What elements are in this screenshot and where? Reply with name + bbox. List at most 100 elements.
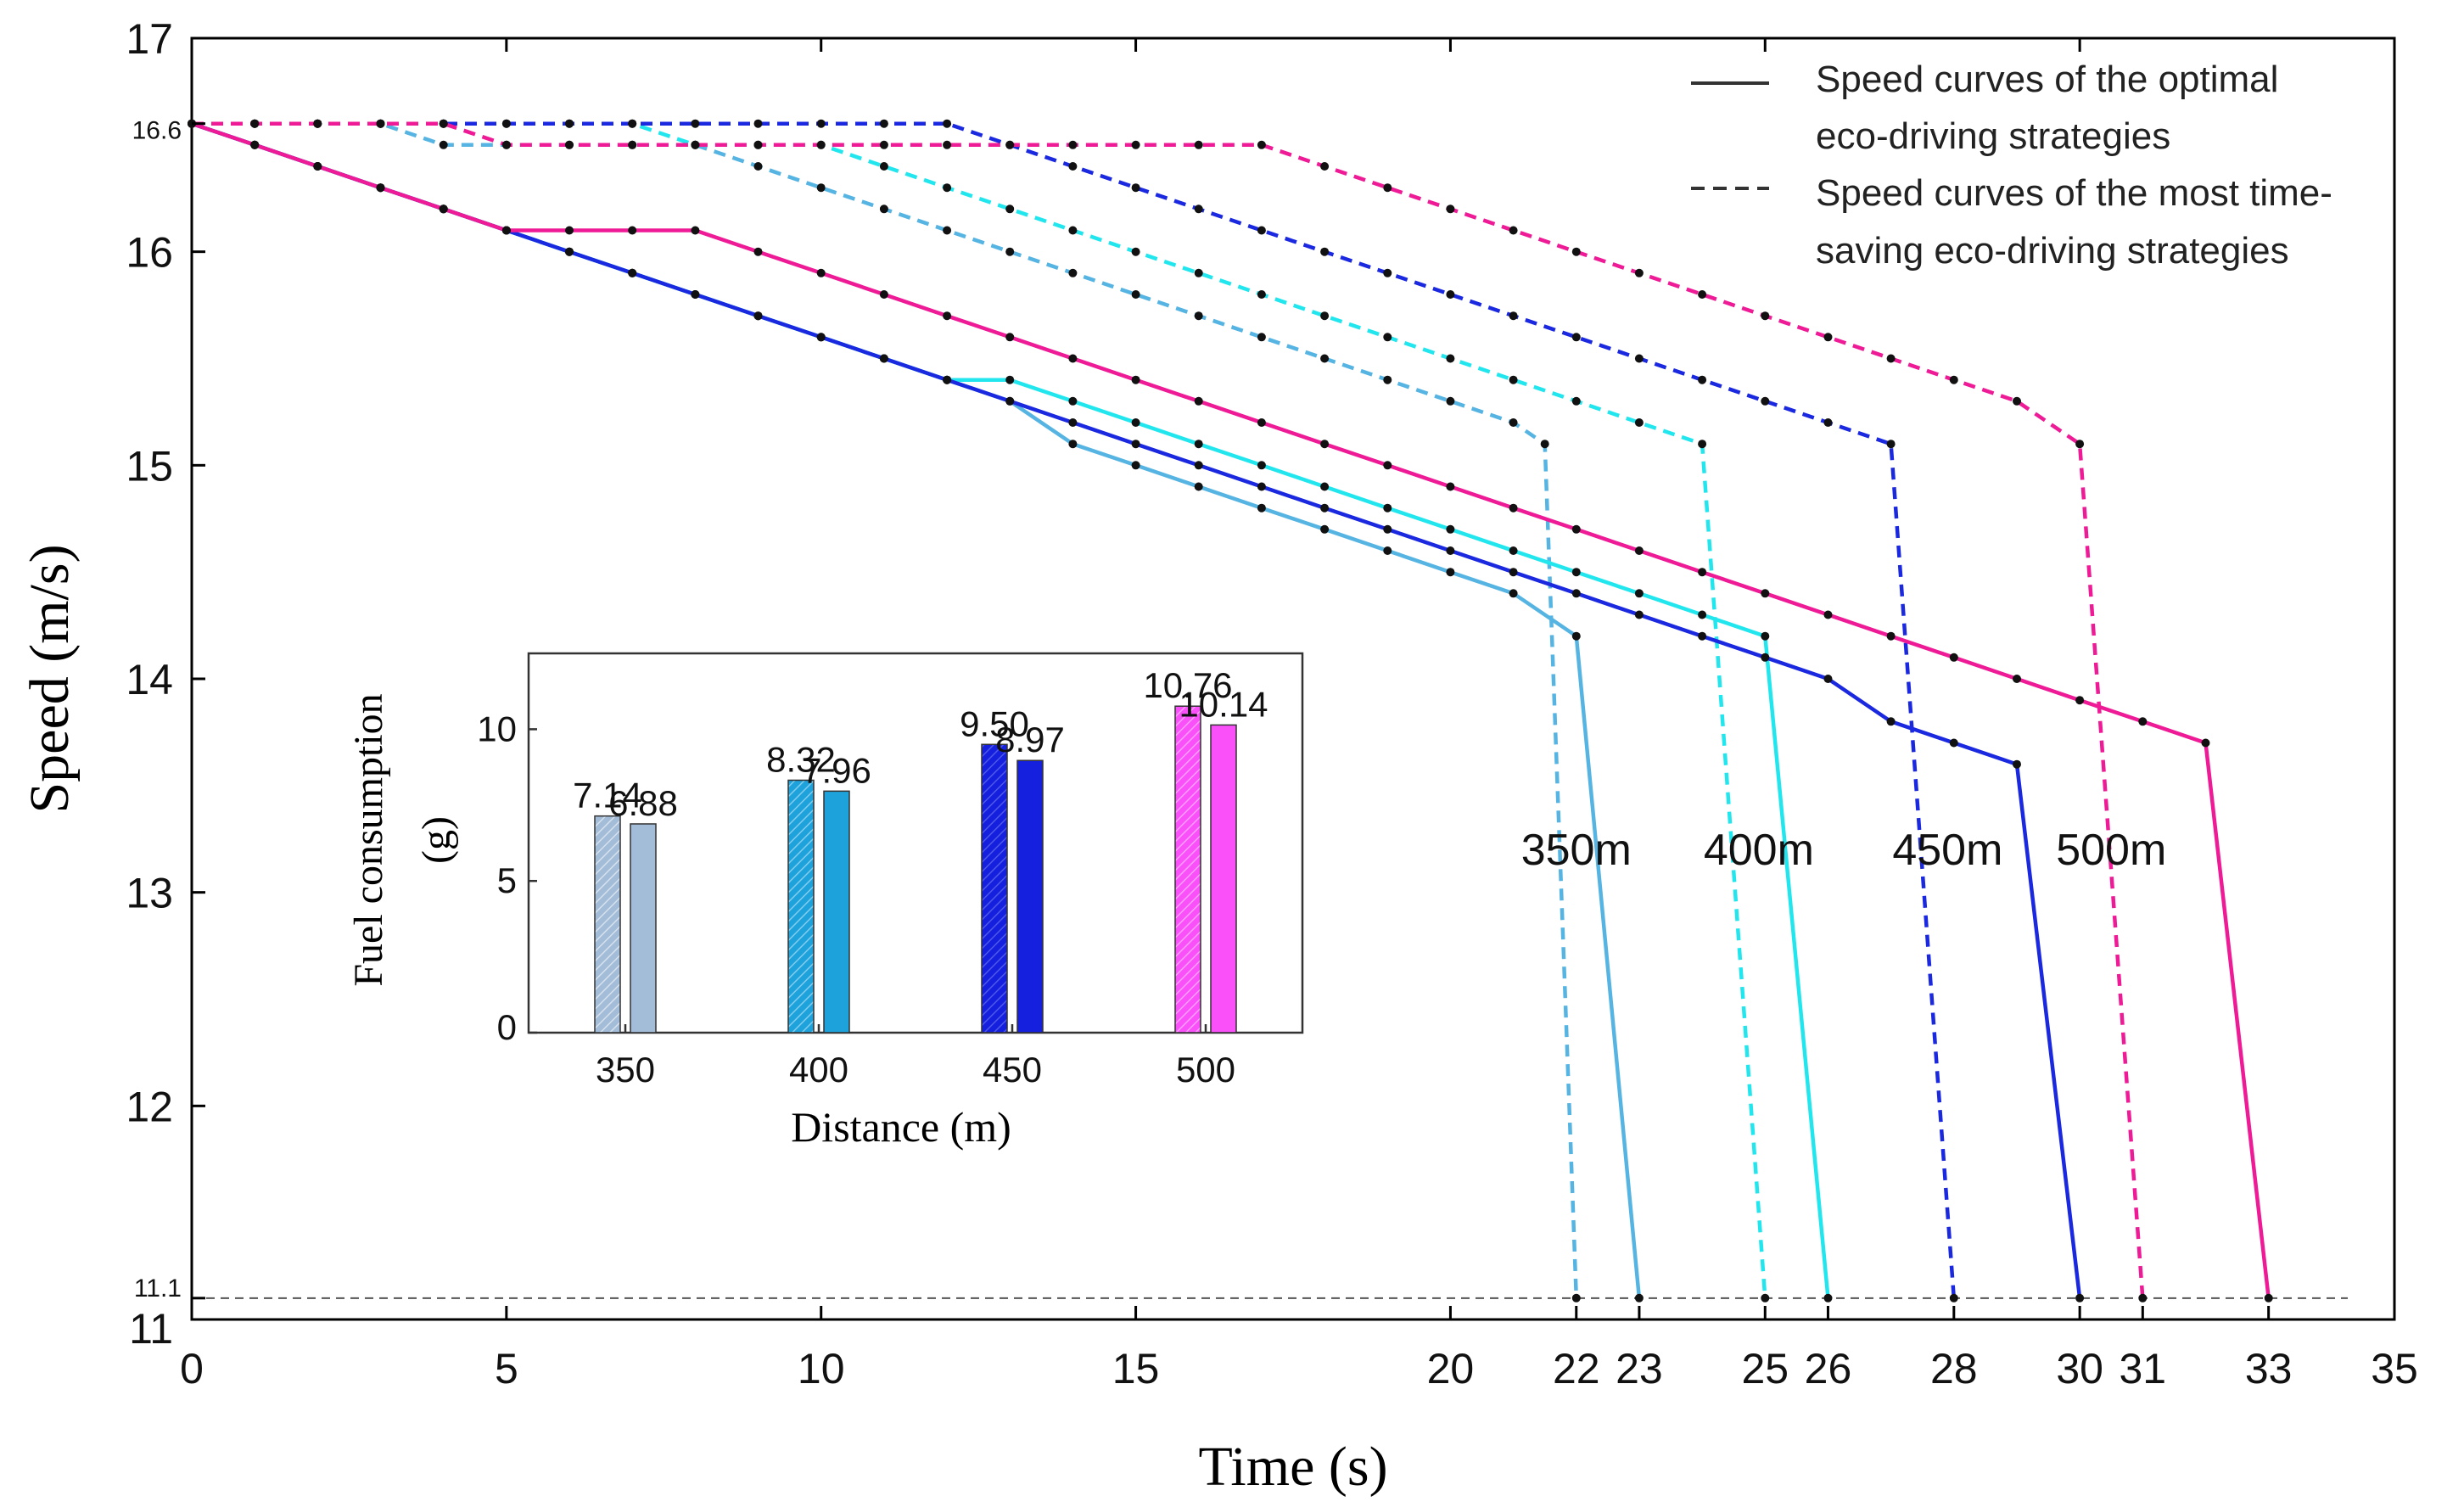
series-point-350m-most-time-saving-23 — [1571, 1293, 1581, 1303]
x-tick-label-20: 20 — [1427, 1345, 1475, 1392]
series-point-450m-most-time-saving-6 — [565, 119, 574, 128]
series-point-400m-optimal-24 — [1698, 610, 1707, 619]
inset-bar-label-450-optimal: 8.97 — [995, 720, 1065, 759]
series-point-350m-most-time-saving-20 — [1446, 396, 1455, 406]
series-point-350m-most-time-saving-18 — [1320, 354, 1330, 363]
series-point-500m-optimal-13 — [1005, 333, 1015, 342]
inset-y-axis-label-line2: (g) — [414, 816, 459, 864]
series-point-500m-optimal-1 — [250, 140, 260, 149]
series-point-500m-most-time-saving-24 — [1698, 290, 1707, 299]
inset-y-ticks: 0 5 10 — [477, 709, 537, 1047]
series-point-450m-most-time-saving-22 — [1571, 333, 1581, 342]
series-point-500m-most-time-saving-22 — [1571, 247, 1581, 256]
series-point-450m-optimal-13 — [1005, 396, 1015, 406]
series-point-450m-most-time-saving-7 — [628, 119, 637, 128]
y-tick-label-11-1: 11.1 — [134, 1275, 182, 1303]
series-point-400m-optimal-15 — [1131, 418, 1140, 427]
series-point-400m-optimal-23 — [1634, 589, 1644, 598]
inset-bar-350-most-time-saving — [594, 815, 621, 1034]
series-point-500m-optimal-24 — [1698, 568, 1707, 577]
inset-bar-label-400-optimal: 7.96 — [802, 750, 871, 790]
inset-y-axis-label-line1: Fuel consumption — [346, 693, 391, 986]
series-point-450m-most-time-saving-28 — [1949, 1293, 1958, 1303]
series-point-400m-most-time-saving-16 — [1194, 268, 1203, 277]
series-point-500m-most-time-saving-16 — [1194, 140, 1203, 149]
series-point-500m-most-time-saving-25 — [1761, 311, 1770, 321]
series-point-500m-optimal-28 — [1949, 653, 1958, 662]
series-point-450m-optimal-21 — [1509, 568, 1518, 577]
series-point-450m-optimal-20 — [1446, 546, 1455, 555]
series-point-450m-optimal-25 — [1761, 653, 1770, 662]
series-point-400m-optimal-26 — [1823, 1293, 1833, 1303]
series-point-500m-most-time-saving-21 — [1509, 226, 1518, 235]
inset-bar-500-most-time-saving — [1174, 705, 1201, 1034]
series-point-500m-optimal-30 — [2075, 696, 2085, 705]
series-point-500m-optimal-10 — [816, 268, 826, 277]
series-point-500m-most-time-saving-7 — [628, 140, 637, 149]
series-point-500m-optimal-23 — [1634, 546, 1644, 555]
inset-frame — [527, 652, 1304, 1034]
series-point-400m-optimal-19 — [1383, 503, 1392, 513]
series-point-500m-optimal-25 — [1761, 589, 1770, 598]
series-point-500m-most-time-saving-14 — [1068, 140, 1078, 149]
y-tick-label-12: 12 — [126, 1083, 173, 1130]
series-point-350m-optimal-21 — [1509, 589, 1518, 598]
y-tick-label-14: 14 — [126, 656, 173, 703]
series-point-400m-most-time-saving-11 — [879, 162, 888, 171]
inset-y-tick-label-5: 5 — [497, 860, 517, 900]
series-point-500m-optimal-21 — [1509, 503, 1518, 513]
series-point-500m-most-time-saving-9 — [753, 140, 763, 149]
inset-x-tick-label-400: 400 — [789, 1050, 848, 1090]
series-point-450m-most-time-saving-8 — [691, 119, 700, 128]
inset-bar-label-350-optimal: 6.88 — [608, 783, 678, 823]
series-point-350m-most-time-saving-16 — [1194, 311, 1203, 321]
inset-bar-label-450-most-time-saving: 9.50 — [960, 703, 1029, 743]
series-point-500m-optimal-20 — [1446, 482, 1455, 491]
x-tick-label-35: 35 — [2371, 1345, 2418, 1392]
series-line-500m-most-time-saving — [192, 121, 2145, 1298]
distance-labels: 350m 400m 450m 500m — [1521, 826, 2167, 875]
distance-label-400m: 400m — [1704, 826, 1814, 875]
series-point-500m-optimal-11 — [879, 290, 888, 299]
y-tick-label-11: 11 — [129, 1305, 173, 1353]
series-point-500m-optimal-6 — [565, 226, 574, 235]
series-point-350m-most-time-saving-9 — [753, 162, 763, 171]
x-tick-label-0: 0 — [180, 1345, 204, 1392]
series-point-500m-most-time-saving-3 — [376, 119, 385, 128]
series-point-450m-optimal-9 — [753, 311, 763, 321]
series-point-400m-optimal-14 — [1068, 396, 1078, 406]
distance-label-500m: 500m — [2056, 826, 2166, 875]
series-point-500m-most-time-saving-17 — [1257, 140, 1266, 149]
series-point-350m-optimal-20 — [1446, 568, 1455, 577]
y-tick-label-17: 17 — [126, 15, 173, 63]
series-point-500m-optimal-4 — [439, 204, 448, 214]
series-point-500m-most-time-saving-6 — [565, 140, 574, 149]
series-point-500m-optimal-14 — [1068, 354, 1078, 363]
series-point-500m-optimal-15 — [1131, 375, 1140, 384]
series-point-400m-optimal-18 — [1320, 482, 1330, 491]
legend-dashed-line2: saving eco-driving strategies — [1816, 230, 2289, 272]
series-point-450m-optimal-6 — [565, 247, 574, 256]
inset-bar-350-optimal — [630, 823, 657, 1034]
series-point-400m-optimal-22 — [1571, 568, 1581, 577]
series-point-350m-optimal-22 — [1571, 631, 1581, 641]
series-point-350m-optimal-19 — [1383, 546, 1392, 555]
series-point-500m-optimal-5 — [501, 226, 511, 235]
series-point-500m-most-time-saving-5 — [501, 140, 511, 149]
series-point-450m-optimal-18 — [1320, 503, 1330, 513]
series-point-450m-most-time-saving-14 — [1068, 162, 1078, 171]
inset-y-tick-label-0: 0 — [497, 1007, 517, 1047]
series-point-350m-most-time-saving-22 — [1540, 440, 1549, 449]
series-point-400m-optimal-20 — [1446, 524, 1455, 534]
inset-x-tick-label-350: 350 — [596, 1050, 655, 1090]
legend: Speed curves of the optimal eco-driving … — [1691, 59, 2332, 272]
x-tick-label-30: 30 — [2056, 1345, 2103, 1392]
series-point-500m-most-time-saving-12 — [943, 140, 952, 149]
x-tick-label-25: 25 — [1741, 1345, 1789, 1392]
series-point-350m-most-time-saving-21 — [1509, 418, 1518, 427]
series-point-400m-most-time-saving-15 — [1131, 247, 1140, 256]
series-point-400m-most-time-saving-13 — [1005, 204, 1015, 214]
series-point-500m-most-time-saving-18 — [1320, 162, 1330, 171]
